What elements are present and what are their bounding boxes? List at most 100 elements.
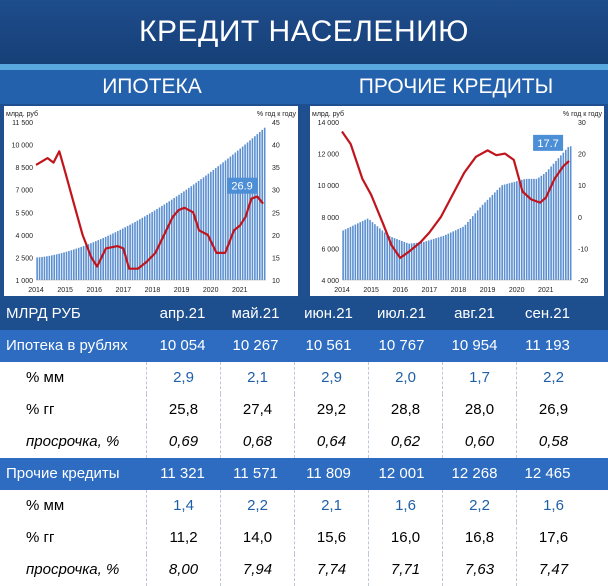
bar — [457, 229, 459, 280]
bar — [36, 257, 38, 280]
x-tick-label: 2020 — [203, 287, 219, 294]
table-cell: 2,2 — [442, 490, 516, 522]
table-cell: 10 267 — [232, 337, 279, 354]
bar — [369, 220, 371, 280]
bar — [410, 243, 413, 280]
bar — [219, 164, 222, 280]
bar — [244, 144, 246, 280]
y-tick-label: 14 000 — [318, 120, 340, 127]
bar — [202, 177, 205, 280]
bar — [121, 228, 124, 280]
y2-tick-label: 10 — [578, 183, 586, 190]
y2-tick-label: 40 — [272, 143, 280, 150]
bar — [85, 245, 87, 280]
table-row: просрочка, % 8,00 7,94 7,74 7,71 7,63 7,47 — [0, 554, 608, 586]
y-tick-label: 8 500 — [15, 165, 33, 172]
bar — [459, 227, 462, 280]
y2-axis-label: % год к году — [563, 111, 603, 118]
table-cell: 0,58 — [516, 426, 590, 458]
table-cell: 7,74 — [294, 554, 368, 586]
y-axis-label: млрд. руб — [312, 110, 344, 118]
bar — [97, 240, 100, 280]
bar — [258, 131, 261, 280]
bar — [263, 127, 266, 280]
table-group-row: Прочие кредиты 11 321 11 571 11 809 12 001 12… — [0, 458, 608, 490]
data-table: МЛРД РУБ апр.21 май.21 июн.21 июл.21 авг… — [0, 298, 608, 586]
bar — [432, 238, 435, 280]
bar — [474, 213, 477, 280]
y2-tick-label: 25 — [272, 210, 280, 217]
x-tick-label: 2018 — [451, 287, 467, 294]
table-cell: 11 193 — [525, 337, 570, 354]
x-tick-label: 2016 — [392, 287, 408, 294]
bar — [241, 146, 244, 280]
table-cell: 10 767 — [378, 337, 425, 354]
bar — [60, 253, 63, 280]
bar — [170, 199, 173, 280]
table-header-cell: июл.21 — [377, 305, 426, 322]
bar — [533, 178, 535, 280]
bar — [65, 251, 68, 280]
x-tick-label: 2017 — [422, 287, 438, 294]
y2-tick-label: 20 — [272, 233, 280, 240]
mortgage-chart: млрд. руб % год к году 11 500 10 000 8 500 7 … — [4, 106, 298, 296]
bar — [109, 234, 112, 280]
bar — [68, 250, 70, 280]
bar — [413, 243, 415, 280]
bar — [210, 171, 212, 280]
bar — [481, 204, 484, 280]
bar — [361, 220, 364, 280]
x-tick-label: 2019 — [480, 287, 496, 294]
x-tick-label: 2019 — [174, 287, 190, 294]
table-cell: 15,6 — [294, 522, 368, 554]
other-loans-subtitle: ПРОЧИЕ КРЕДИТЫ — [304, 70, 608, 104]
table-row-label: % гг — [26, 401, 55, 418]
bar — [153, 210, 156, 280]
bar — [452, 231, 455, 280]
bar — [251, 138, 254, 280]
table-row: % мм 1,4 2,2 2,1 1,6 2,2 1,6 — [0, 490, 608, 522]
bar — [143, 216, 146, 280]
bar — [449, 232, 452, 280]
bar — [183, 191, 185, 280]
table-row-label: % мм — [26, 369, 65, 386]
bar — [347, 228, 349, 280]
bar — [146, 214, 149, 280]
table-cell: 12 268 — [451, 465, 498, 482]
bar — [80, 246, 82, 280]
bar — [423, 241, 425, 280]
bar — [430, 239, 433, 280]
bar — [501, 185, 503, 280]
bar — [518, 180, 521, 280]
table-cell: 14,0 — [220, 522, 294, 554]
bar — [342, 230, 344, 280]
bar — [547, 169, 550, 280]
table-cell: 17,6 — [516, 522, 590, 554]
bar — [552, 163, 555, 280]
bar — [381, 230, 384, 280]
value-callout-label: 26.9 — [231, 181, 252, 193]
x-tick-label: 2015 — [57, 287, 73, 294]
value-callout-label: 17.7 — [537, 138, 558, 150]
bar — [95, 241, 97, 280]
table-cell: 0,60 — [442, 426, 516, 458]
bar — [48, 255, 51, 280]
y-tick-label: 12 000 — [318, 152, 340, 159]
y2-tick-label: -20 — [578, 278, 588, 285]
table-cell: 2,2 — [220, 490, 294, 522]
y-tick-label: 10 000 — [12, 143, 34, 150]
table-cell: 12 001 — [378, 465, 425, 482]
bar — [562, 152, 565, 280]
x-tick-label: 2017 — [116, 287, 132, 294]
x-tick-label: 2020 — [509, 287, 525, 294]
bar — [398, 239, 401, 280]
bar — [391, 237, 393, 280]
table-cell: 11 571 — [233, 465, 278, 482]
table-cell: 7,63 — [442, 554, 516, 586]
table-cell: 2,0 — [368, 362, 442, 394]
table-header-label: МЛРД РУБ — [6, 305, 81, 322]
bar — [232, 154, 234, 280]
bar — [425, 241, 428, 280]
bar — [557, 158, 560, 280]
bar — [464, 224, 467, 280]
